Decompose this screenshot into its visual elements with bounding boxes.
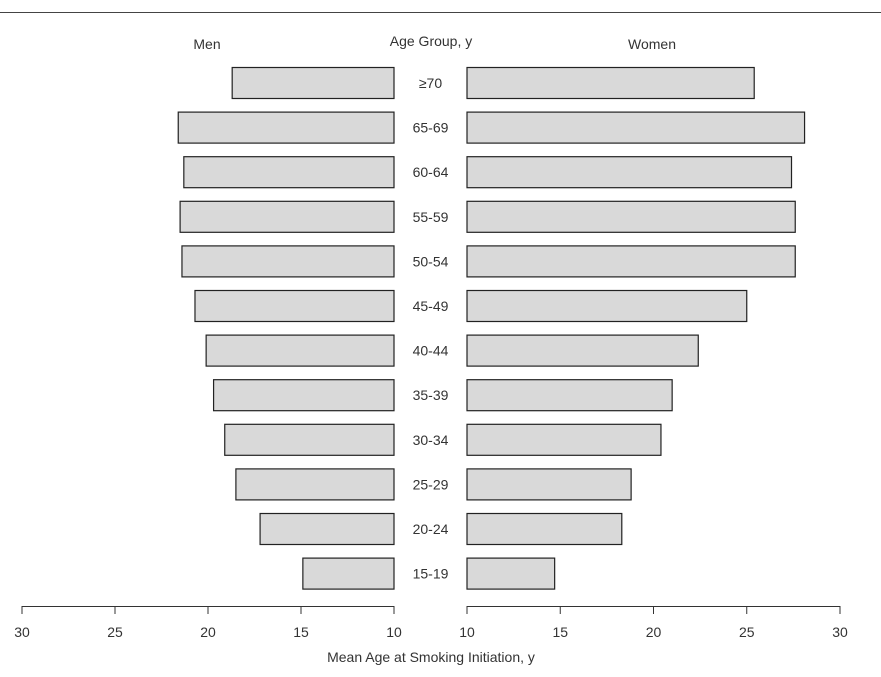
- women-bar: [466, 379, 673, 412]
- men-bar: [235, 468, 395, 501]
- age-group-label: 65-69: [413, 120, 449, 136]
- x-tick-label-left: 10: [386, 624, 402, 640]
- x-tick-label-left: 25: [107, 624, 123, 640]
- women-bar: [466, 289, 748, 323]
- men-bar: [177, 111, 395, 144]
- men-bar: [183, 156, 395, 189]
- x-tick-label-right: 20: [646, 624, 662, 640]
- women-bar: [466, 557, 556, 590]
- men-bar: [259, 512, 395, 546]
- x-tick-label-right: 10: [459, 624, 475, 640]
- women-bar: [466, 334, 699, 367]
- women-bar: [466, 512, 623, 546]
- women-bar: [466, 200, 796, 233]
- x-tick-label-left: 20: [200, 624, 216, 640]
- x-tick-label-right: 30: [832, 624, 848, 640]
- age-group-labels: ≥70 65-69 60-64 55-59 50-54 45-49 40-44 35-39 30…: [413, 75, 449, 582]
- women-bar: [466, 111, 806, 144]
- men-bar: [302, 557, 395, 590]
- age-group-label: 55-59: [413, 209, 449, 225]
- men-bar: [224, 423, 395, 456]
- men-bar: [205, 334, 395, 367]
- age-group-label: ≥70: [419, 75, 442, 91]
- men-bars: [177, 66, 395, 590]
- women-bar: [466, 423, 662, 456]
- men-bar: [212, 379, 395, 412]
- men-bar: [231, 66, 395, 100]
- men-bar: [179, 200, 395, 233]
- women-bar: [466, 156, 793, 189]
- age-group-header: Age Group, y: [390, 33, 473, 49]
- men-bar: [194, 289, 395, 323]
- age-group-label: 30-34: [413, 432, 449, 448]
- x-tick-label-left: 30: [14, 624, 30, 640]
- age-group-label: 40-44: [413, 343, 449, 359]
- age-group-label: 25-29: [413, 476, 449, 492]
- women-bars: [466, 66, 806, 590]
- x-tick-label-right: 15: [552, 624, 568, 640]
- women-bar: [466, 468, 632, 501]
- x-tick-label-right: 25: [739, 624, 755, 640]
- men-bar: [181, 245, 395, 278]
- women-header: Women: [628, 36, 676, 52]
- x-tick-label-left: 15: [293, 624, 309, 640]
- women-bar: [466, 245, 796, 278]
- age-group-label: 35-39: [413, 387, 449, 403]
- women-bar: [466, 66, 755, 100]
- age-group-label: 15-19: [413, 566, 449, 582]
- x-axis-title: Mean Age at Smoking Initiation, y: [327, 649, 535, 665]
- x-axis-ticks: 30 25 20 15 10 10 15 20 25 30: [14, 606, 848, 640]
- age-group-label: 60-64: [413, 164, 449, 180]
- age-group-label: 50-54: [413, 253, 449, 269]
- age-group-label: 20-24: [413, 521, 449, 537]
- men-header: Men: [193, 36, 220, 52]
- age-group-label: 45-49: [413, 298, 449, 314]
